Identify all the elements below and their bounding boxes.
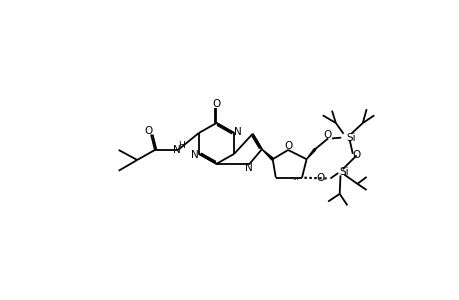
Polygon shape xyxy=(261,149,273,160)
Text: N: N xyxy=(245,164,252,173)
Text: O: O xyxy=(144,126,152,136)
Text: O: O xyxy=(323,130,331,140)
Polygon shape xyxy=(306,148,315,159)
Text: O: O xyxy=(352,150,360,160)
Text: O: O xyxy=(284,141,292,151)
Text: O: O xyxy=(212,99,220,109)
Text: Si: Si xyxy=(346,133,355,142)
Text: Si: Si xyxy=(339,167,348,176)
Text: O: O xyxy=(316,173,324,184)
Text: N: N xyxy=(190,150,198,160)
Text: ···: ··· xyxy=(292,177,298,183)
Text: H: H xyxy=(177,141,184,150)
Text: N: N xyxy=(173,145,181,155)
Text: N: N xyxy=(234,127,241,137)
